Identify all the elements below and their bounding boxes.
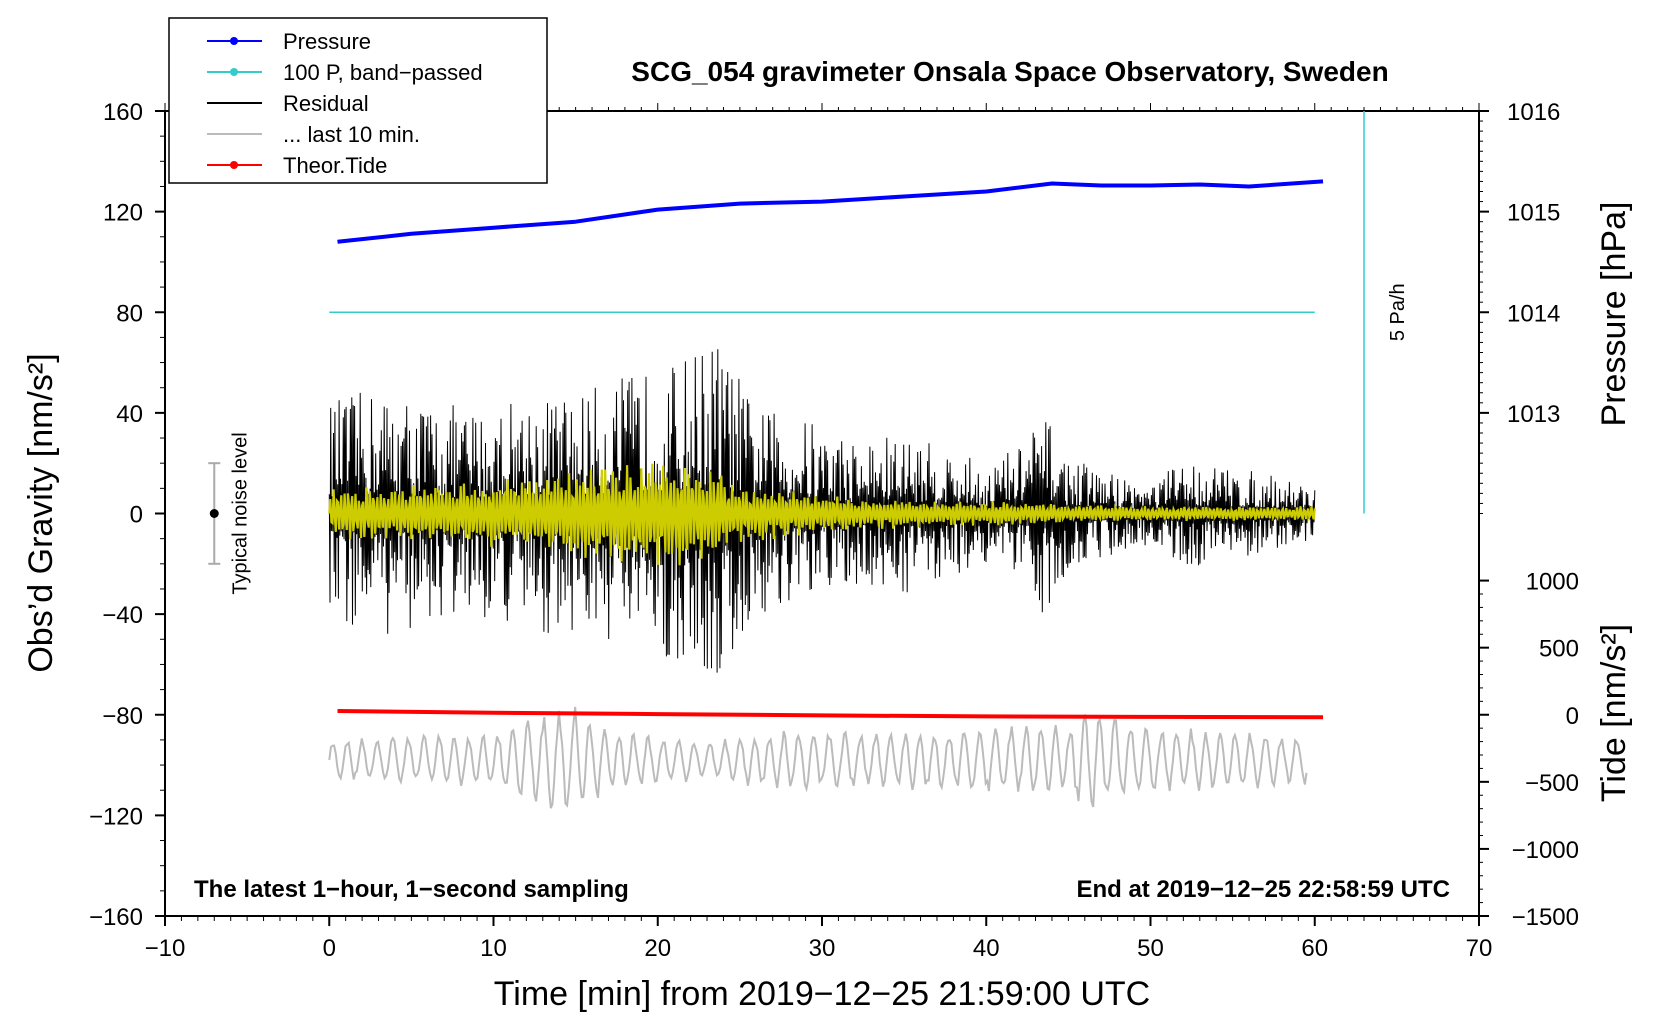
legend-label: Pressure	[283, 29, 371, 54]
ticks-layer: −10 0 10 20 30 40 50 60 70 160 120 80 40 0 −40 −80 −120 −…	[89, 99, 1579, 962]
legend-label: Theor.Tide	[283, 153, 387, 178]
pressure-tick-label: 1016	[1507, 99, 1560, 126]
rate-label: 5 Pa/h	[1387, 283, 1409, 341]
x-tick-label: 30	[809, 935, 836, 962]
x-tick-label: 10	[480, 935, 507, 962]
x-tick-label: 0	[323, 935, 336, 962]
x-axis-title: Time [min] from 2019−12−25 21:59:00 UTC	[494, 975, 1150, 1013]
y-tick-label: 40	[116, 401, 143, 428]
noise-label: Typical noise level	[229, 432, 251, 594]
tide-tick-label: 1000	[1526, 569, 1579, 596]
x-tick-label: 70	[1466, 935, 1493, 962]
y-axis-title-left: Obs’d Gravity [nm/s²]	[22, 353, 60, 672]
legend-label: 100 P, band−passed	[283, 60, 483, 85]
y-axis-title-tide: Tide [nm/s²]	[1595, 624, 1633, 802]
x-tick-label: 20	[644, 935, 671, 962]
bottom-right-note: End at 2019−12−25 22:58:59 UTC	[1076, 876, 1450, 903]
last-10-min-line	[328, 706, 1308, 809]
x-tick-label: 40	[973, 935, 1000, 962]
tide-tick-label: −1500	[1512, 904, 1579, 931]
pressure-tick-label: 1015	[1507, 200, 1560, 227]
y-tick-label: 0	[130, 502, 143, 529]
y-tick-label: −40	[102, 602, 143, 629]
tide-tick-label: 0	[1566, 703, 1579, 730]
x-tick-label: 60	[1301, 935, 1328, 962]
y-tick-label: 160	[103, 99, 143, 126]
chart-title: SCG_054 gravimeter Onsala Space Observat…	[631, 56, 1388, 87]
series-layer	[328, 179, 1324, 809]
tide-tick-label: −500	[1525, 770, 1579, 797]
tide-tick-label: 500	[1539, 636, 1579, 663]
legend-marker	[230, 161, 238, 169]
annotation-layer: Typical noise level 5 Pa/h	[208, 111, 1409, 595]
pressure-line	[337, 179, 1324, 244]
y-tick-label: 80	[116, 300, 143, 327]
bottom-left-note: The latest 1−hour, 1−second sampling	[194, 876, 629, 903]
pressure-tick-label: 1014	[1507, 300, 1560, 327]
y-tick-label: −80	[102, 703, 143, 730]
legend-label: Residual	[283, 91, 369, 116]
legend-marker	[230, 68, 238, 76]
y-tick-label: −120	[89, 803, 143, 830]
legend: Pressure 100 P, band−passed Residual ... la…	[168, 17, 548, 184]
y-axis-title-pressure: Pressure [hPa]	[1595, 202, 1633, 427]
pressure-tick-label: 1013	[1507, 401, 1560, 428]
legend-marker	[230, 37, 238, 45]
x-tick-label: −10	[145, 935, 186, 962]
theoretical-tide-line	[337, 709, 1324, 720]
x-tick-label: 50	[1137, 935, 1164, 962]
legend-label: ... last 10 min.	[283, 122, 420, 147]
noise-bar-dot	[209, 509, 219, 518]
y-tick-label: 120	[103, 200, 143, 227]
legend-box	[168, 17, 548, 184]
y-tick-label: −160	[89, 904, 143, 931]
tide-tick-label: −1000	[1512, 837, 1579, 864]
residual-smoothed-line	[328, 463, 1316, 566]
legend-items: Pressure 100 P, band−passed Residual ... la…	[207, 29, 483, 178]
